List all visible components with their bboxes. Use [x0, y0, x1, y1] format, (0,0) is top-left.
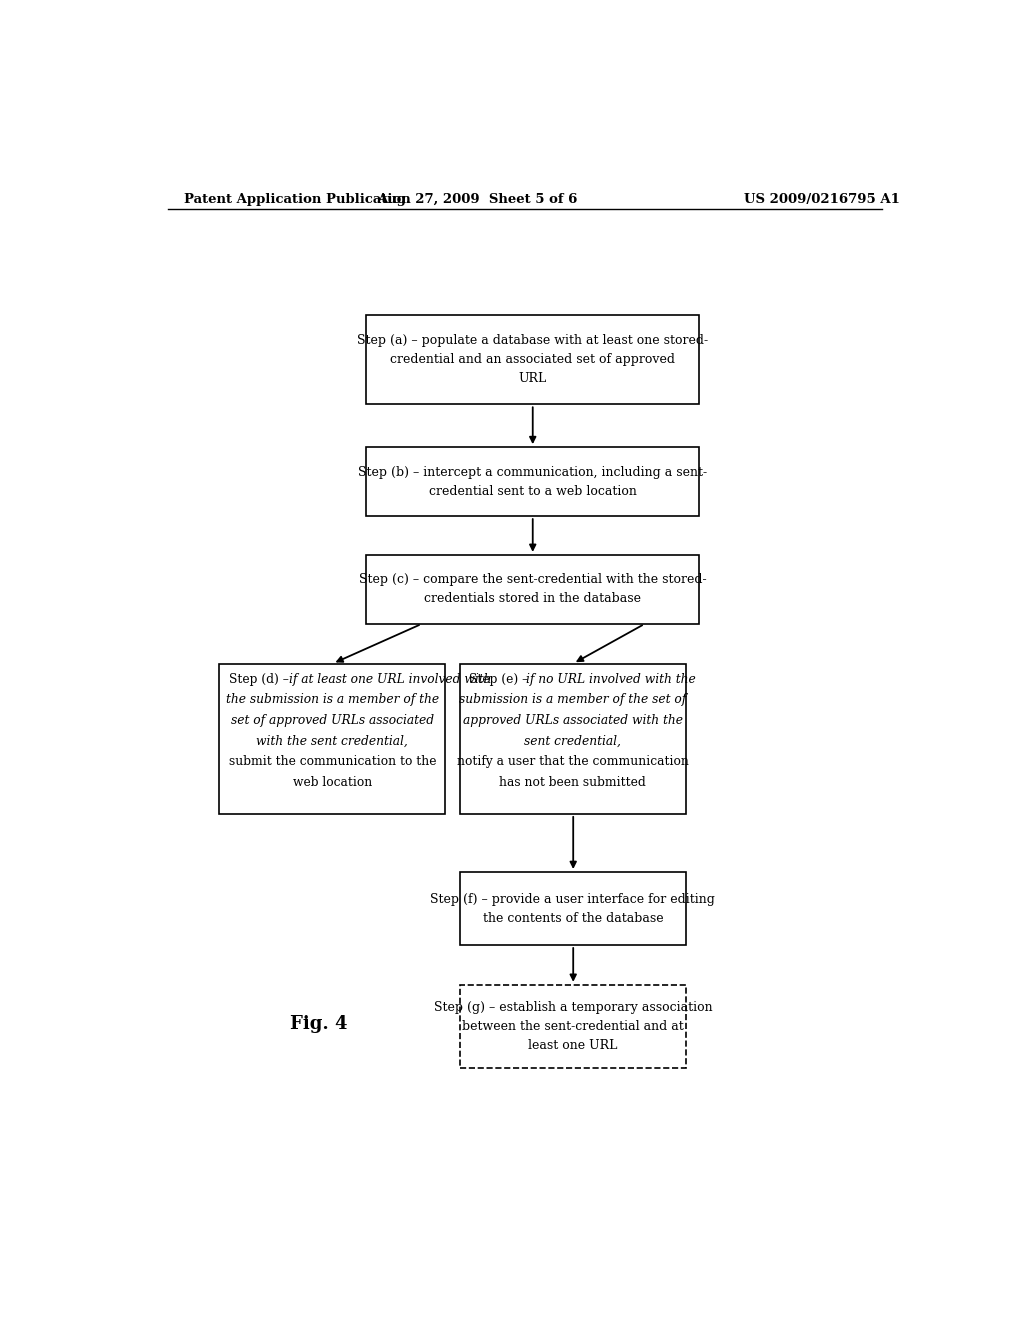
Text: Patent Application Publication: Patent Application Publication	[183, 193, 411, 206]
Text: the submission is a member of the: the submission is a member of the	[225, 693, 439, 706]
Text: Aug. 27, 2009  Sheet 5 of 6: Aug. 27, 2009 Sheet 5 of 6	[377, 193, 578, 206]
Text: if no URL involved with the: if no URL involved with the	[526, 672, 696, 685]
Text: approved URLs associated with the: approved URLs associated with the	[463, 714, 683, 727]
Text: Step (d) –: Step (d) –	[228, 672, 293, 685]
Text: with the sent credential,: with the sent credential,	[256, 734, 409, 747]
Bar	[460, 873, 686, 945]
Text: has not been submitted: has not been submitted	[500, 776, 646, 788]
Text: Fig. 4: Fig. 4	[290, 1015, 347, 1034]
Text: submission is a member of the set of: submission is a member of the set of	[459, 693, 686, 706]
Bar	[460, 664, 686, 814]
Bar	[367, 554, 699, 624]
Text: notify a user that the communication: notify a user that the communication	[457, 755, 689, 768]
Text: set of approved URLs associated: set of approved URLs associated	[230, 714, 434, 727]
Text: submit the communication to the: submit the communication to the	[228, 755, 436, 768]
Bar	[367, 447, 699, 516]
Bar	[367, 315, 699, 404]
Text: Step (g) – establish a temporary association
between the sent-credential and at
: Step (g) – establish a temporary associa…	[433, 1001, 712, 1052]
Text: US 2009/0216795 A1: US 2009/0216795 A1	[744, 193, 900, 206]
Text: Step (b) – intercept a communication, including a sent-
credential sent to a web: Step (b) – intercept a communication, in…	[358, 466, 708, 498]
Text: Step (c) – compare the sent-credential with the stored-
credentials stored in th: Step (c) – compare the sent-credential w…	[359, 573, 707, 606]
Text: Step (e) –: Step (e) –	[469, 672, 532, 685]
Text: Step (a) – populate a database with at least one stored-
credential and an assoc: Step (a) – populate a database with at l…	[357, 334, 709, 385]
Text: Step (f) – provide a user interface for editing
the contents of the database: Step (f) – provide a user interface for …	[430, 892, 715, 924]
Text: sent credential,: sent credential,	[524, 734, 622, 747]
Text: web location: web location	[293, 776, 372, 788]
Text: if at least one URL involved with: if at least one URL involved with	[289, 672, 492, 685]
Bar	[460, 985, 686, 1068]
Bar	[219, 664, 445, 814]
